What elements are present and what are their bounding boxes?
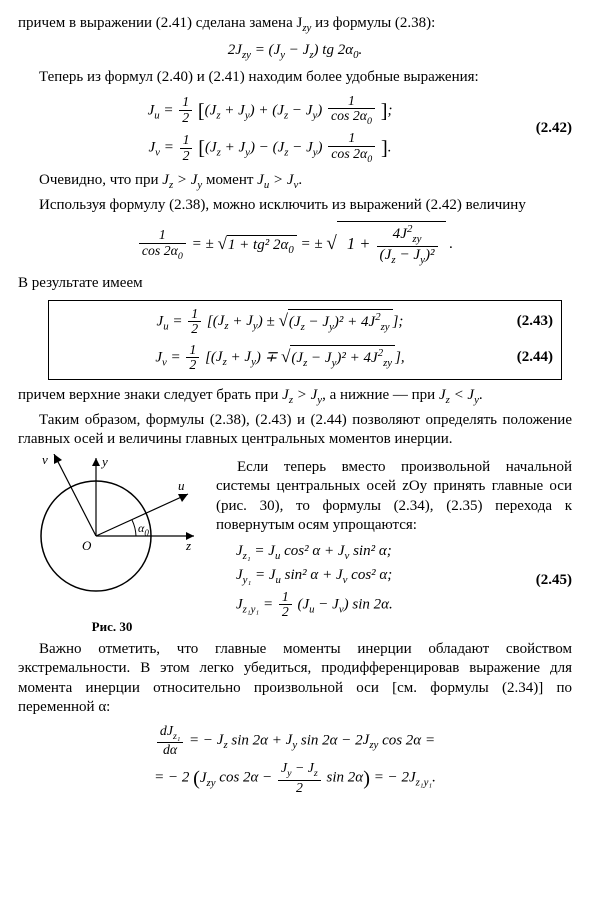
svg-text:v: v — [42, 454, 48, 467]
figure-30-svg: v y u α0 O z — [18, 454, 206, 612]
figure-text-row: v y u α0 O z Рис. 30 Если теперь вместо … — [18, 454, 572, 636]
equations-2-43-2-44-box: Ju = 12 [(Jz + Jy) ± (Jz − Jy)² + 4J2zy]… — [48, 300, 562, 380]
figure-30: v y u α0 O z Рис. 30 — [18, 454, 206, 636]
para-9: Важно отметить, что главные моменты инер… — [18, 640, 572, 718]
para-5: В результате имеем — [18, 274, 572, 294]
eq-num-2-45: (2.45) — [522, 571, 572, 591]
para-8: Если теперь вместо произвольной начально… — [216, 458, 572, 536]
svg-text:u: u — [178, 478, 185, 493]
equation-derivative: dJz₁dα = − Jz sin 2α + Jy sin 2α − 2Jzy … — [18, 724, 572, 795]
svg-text:O: O — [82, 538, 92, 553]
eq-num-2-44: (2.44) — [503, 348, 553, 368]
equation-2-42: Ju = 12 [(Jz + Jy) + (Jz − Jy) 1cos 2α0 … — [18, 94, 572, 165]
para-6: причем верхние знаки следует брать при J… — [18, 386, 572, 407]
equation-2-45: Jz₁ = Ju cos² α + Jv sin² α; Jy₁ = Ju si… — [216, 542, 572, 620]
equation-cos-identity: 1cos 2α0 = ± 1 + tg² 2α0 = ± 1 + 4J2zy(J… — [18, 221, 572, 268]
equation-2-38-subst: 2Jzy = (Jy − Jz) tg 2α0. — [18, 41, 572, 62]
para-4: Используя формулу (2.38), можно исключит… — [18, 196, 572, 216]
para-2: Теперь из формул (2.40) и (2.41) находим… — [18, 68, 572, 88]
eq-num-2-43: (2.43) — [503, 312, 553, 332]
para-1: причем в выражении (2.41) сделана замена… — [18, 14, 572, 35]
figure-30-caption: Рис. 30 — [18, 619, 206, 636]
eq-num-2-42: (2.42) — [522, 119, 572, 139]
svg-text:y: y — [100, 454, 108, 469]
svg-text:z: z — [185, 538, 191, 553]
para-3: Очевидно, что при Jz > Jy момент Ju > Jv… — [18, 171, 572, 192]
para-7: Таким образом, формулы (2.38), (2.43) и … — [18, 411, 572, 450]
